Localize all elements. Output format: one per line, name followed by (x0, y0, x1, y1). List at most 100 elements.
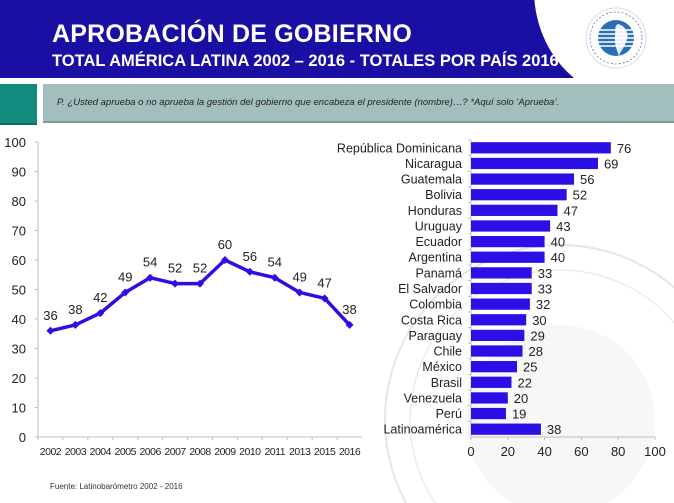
bar-chart-bar (471, 376, 512, 388)
line-chart-x-tick-label: 2003 (65, 446, 87, 458)
bar-chart-value-label: 30 (532, 313, 546, 328)
header-banner: APROBACIÓN DE GOBIERNO TOTAL AMÉRICA LAT… (0, 0, 674, 100)
bar-chart-category-label: Ecuador (415, 235, 462, 249)
line-chart-data-label: 52 (168, 261, 182, 276)
bar-chart-category-label: Brasil (431, 376, 462, 390)
line-chart-point (320, 294, 329, 303)
bar-chart-value-label: 40 (551, 250, 565, 265)
line-chart-data-label: 52 (193, 261, 207, 276)
bar-chart-x-tick-label: 40 (537, 444, 551, 459)
bar-chart-value-label: 69 (604, 156, 618, 171)
line-chart-y-tick-label: 60 (12, 253, 26, 268)
bar-chart-value-label: 76 (617, 141, 631, 156)
line-chart-point (146, 273, 155, 282)
bar-chart-bar (471, 235, 545, 248)
bar-chart-x-tick-label: 100 (644, 444, 666, 459)
bar-chart-category-label: Perú (436, 407, 462, 421)
bar-chart-bar (471, 157, 598, 170)
bar-chart-value-label: 56 (580, 172, 594, 187)
line-chart-x-tick-label: 2007 (164, 446, 186, 458)
line-chart-point (96, 309, 105, 318)
line-chart-data-label: 54 (268, 255, 282, 270)
bar-chart-category-label: El Salvador (398, 282, 462, 296)
line-chart-point (121, 288, 130, 297)
bar-chart-bar (471, 267, 532, 279)
bar-chart-value-label: 29 (530, 328, 544, 343)
line-chart-data-label: 60 (218, 237, 232, 252)
line-chart-x-tick-label: 2009 (214, 446, 236, 458)
line-chart-y-tick-label: 50 (12, 283, 26, 298)
bar-chart-bar (471, 251, 545, 263)
bar-chart-value-label: 33 (538, 266, 552, 281)
line-chart-x-tick-label: 2008 (189, 446, 211, 458)
line-chart-x-tick-label: 2013 (289, 446, 311, 458)
bar-chart-category-label: Latinoamérica (383, 423, 462, 437)
bar-chart-bar (471, 282, 532, 295)
line-chart-data-label: 47 (317, 275, 331, 290)
question-bar: P. ¿Usted aprueba o no aprueba la gestió… (43, 84, 674, 123)
bar-chart-value-label: 52 (573, 188, 587, 203)
line-chart-point (245, 267, 254, 276)
bar-chart-category-label: Argentina (408, 251, 462, 265)
question-text: P. ¿Usted aprueba o no aprueba la gestió… (57, 97, 560, 108)
bar-chart-category-label: Nicaragua (405, 157, 462, 171)
bar-chart-value-label: 22 (517, 375, 531, 390)
bar-chart-category-label: Venezuela (404, 391, 462, 405)
line-chart-y-tick-label: 80 (12, 194, 26, 209)
bar-chart-x-tick-label: 20 (501, 444, 515, 459)
bar-chart-bar (471, 298, 530, 310)
line-chart-y-tick-label: 10 (12, 401, 26, 416)
bar-chart-category-label: Paraguay (408, 329, 462, 343)
line-chart-data-label: 38 (342, 302, 356, 317)
line-chart-x-tick-label: 2011 (264, 446, 285, 458)
bar-chart-category-label: México (422, 360, 462, 374)
bar-chart-bar (471, 329, 525, 342)
bar-chart-category-label: Costa Rica (401, 313, 462, 327)
line-chart-x-tick-label: 2015 (314, 446, 336, 458)
bar-chart-category-label: Panamá (415, 266, 462, 280)
bar-chart-category-label: Uruguay (415, 219, 463, 233)
bar-chart-bar (471, 423, 541, 435)
line-chart-data-label: 49 (292, 269, 306, 284)
line-chart-point (220, 256, 229, 264)
line-chart-x-tick-label: 2002 (40, 446, 62, 458)
bar-chart-bar (471, 392, 508, 404)
latinobarometro-logo-icon (585, 7, 647, 69)
bar-chart-x-tick-label: 60 (574, 444, 588, 459)
line-chart-point (46, 326, 55, 335)
bar-chart-bar (471, 220, 551, 232)
line-chart-x-tick-label: 2004 (90, 446, 112, 458)
bar-chart-category-label: Honduras (408, 204, 462, 218)
bar-chart-bar (471, 314, 527, 326)
accent-block (0, 84, 37, 125)
bar-chart-value-label: 32 (536, 297, 550, 312)
line-chart-y-tick-label: 0 (19, 430, 26, 445)
line-chart-data-label: 49 (118, 269, 132, 284)
bar-chart-bar (471, 173, 575, 185)
line-chart-point (270, 273, 279, 282)
bar-chart-category-label: Colombia (409, 298, 462, 312)
line-chart-y-tick-label: 90 (12, 165, 26, 180)
bar-chart-category-label: Guatemala (401, 173, 462, 187)
bar-chart-bar (471, 189, 567, 201)
line-chart-data-label: 56 (243, 249, 257, 264)
line-chart-point (345, 320, 354, 329)
bar-chart-bar (471, 407, 506, 420)
source-note: Fuente: Latinobarómetro 2002 - 2016 (50, 482, 183, 491)
line-chart-x-tick-label: 2005 (115, 446, 137, 458)
bar-chart-value-label: 25 (523, 360, 537, 375)
line-chart-point (295, 288, 304, 297)
bar-chart-category-label: República Dominicana (337, 141, 462, 155)
bar-chart-category-label: Bolivia (425, 188, 462, 202)
line-chart-point (196, 279, 204, 288)
line-chart-point (171, 279, 180, 288)
line-chart-y-tick-label: 20 (12, 371, 26, 386)
bar-chart-bar (471, 345, 523, 357)
bar-chart-bar (471, 361, 517, 373)
line-chart-x-tick-label: 2016 (339, 446, 361, 458)
bar-chart-value-label: 28 (529, 344, 543, 359)
page-title: APROBACIÓN DE GOBIERNO (52, 20, 412, 48)
line-chart-x-tick-label: 2010 (239, 446, 261, 458)
